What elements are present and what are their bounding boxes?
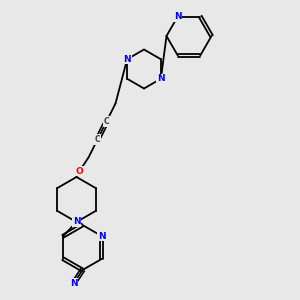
Text: N: N bbox=[98, 232, 106, 241]
Text: N: N bbox=[157, 74, 165, 83]
Text: C: C bbox=[95, 135, 100, 144]
Text: O: O bbox=[76, 167, 83, 176]
Text: N: N bbox=[73, 218, 80, 226]
Text: C: C bbox=[104, 117, 109, 126]
Text: N: N bbox=[174, 12, 182, 21]
Text: N: N bbox=[70, 279, 77, 288]
Text: N: N bbox=[123, 55, 131, 64]
